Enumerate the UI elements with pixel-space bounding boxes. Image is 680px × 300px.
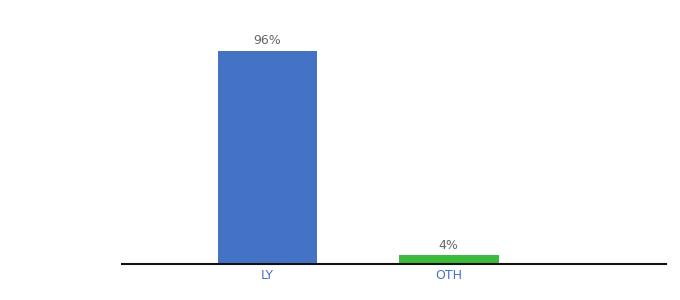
Text: 4%: 4% <box>439 239 459 252</box>
Bar <box>218 51 318 264</box>
Bar <box>399 255 498 264</box>
Text: 96%: 96% <box>254 34 282 47</box>
